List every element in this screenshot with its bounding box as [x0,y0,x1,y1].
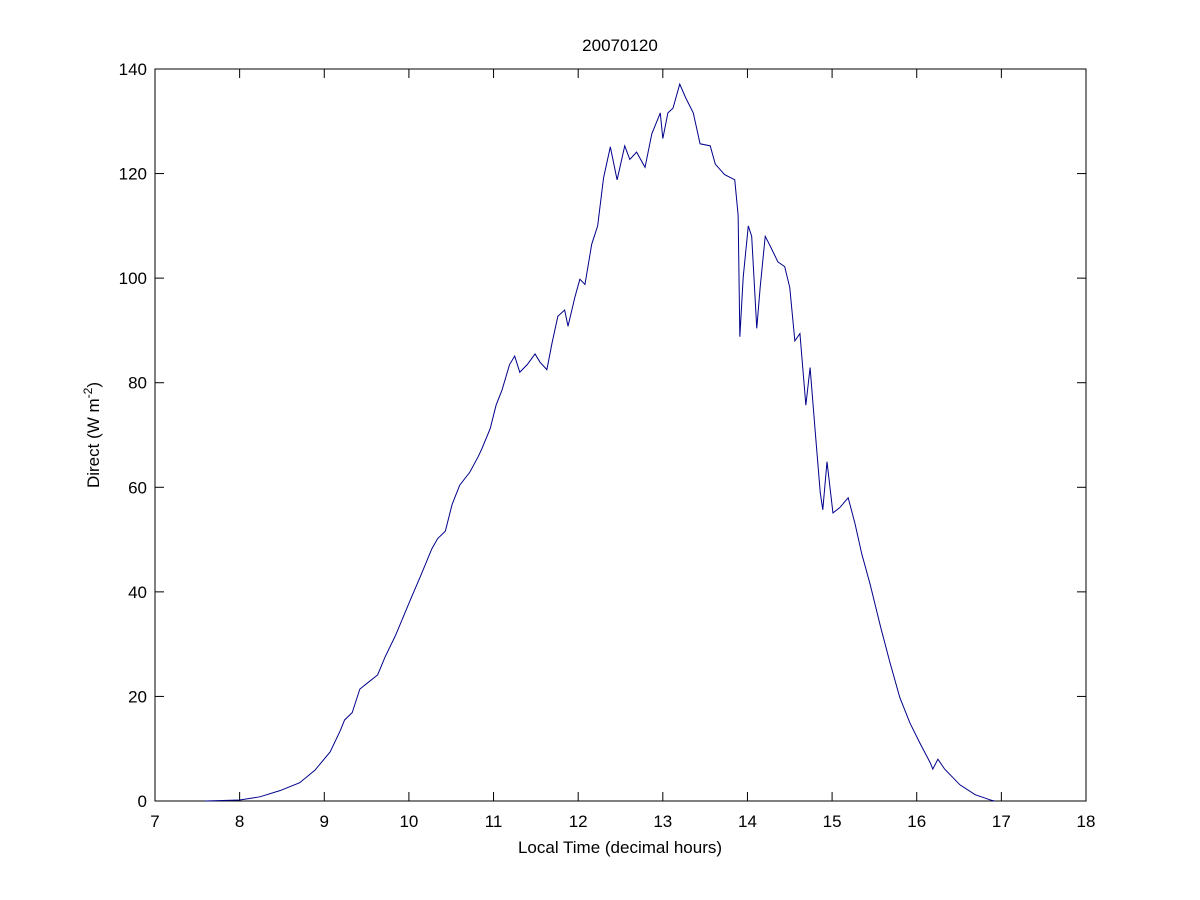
y-tick-label: 80 [128,374,147,393]
x-tick-label: 15 [823,812,842,831]
y-axis-label-end: ) [84,382,103,388]
y-tick-label: 140 [119,60,147,79]
data-line [204,82,995,802]
chart-title: 20070120 [582,36,658,55]
x-tick-label: 18 [1077,812,1096,831]
x-tick-label: 11 [485,812,503,831]
y-axis-label: Direct (W m-2) [81,382,103,488]
x-tick-label: 17 [992,812,1011,831]
y-tick-label: 0 [138,792,147,811]
y-tick-label: 60 [128,478,147,497]
x-tick-label: 14 [738,812,757,831]
y-tick-label: 120 [119,165,147,184]
x-tick-label: 12 [569,812,588,831]
x-tick-label: 10 [399,812,418,831]
x-tick-label: 9 [320,812,329,831]
plot-box [154,68,1087,802]
x-tick-label: 13 [653,812,672,831]
y-axis-label-main: Direct (W m [84,398,103,488]
x-tick-label: 8 [235,812,244,831]
y-tick-label: 20 [128,687,147,706]
x-axis-label: Local Time (decimal hours) [518,838,722,857]
y-tick-label: 100 [119,269,147,288]
y-axis-label-sup: -2 [81,387,95,398]
x-tick-label: 16 [907,812,926,831]
x-tick-label: 7 [150,812,159,831]
y-tick-label: 40 [128,583,147,602]
